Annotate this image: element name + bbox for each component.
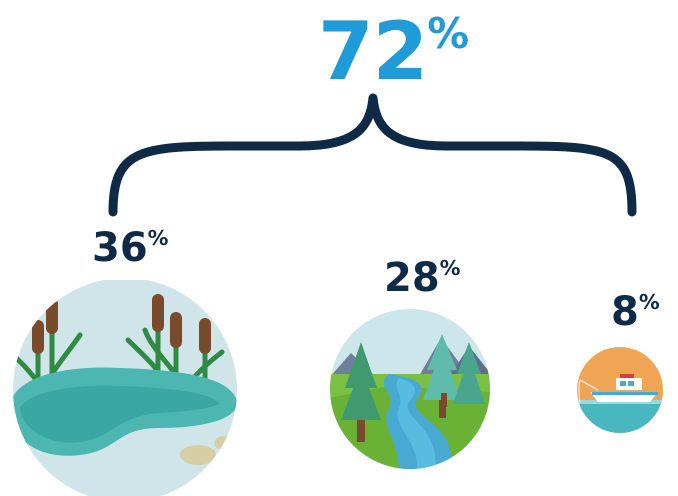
river-unit: % <box>439 256 461 281</box>
river-forest-icon <box>330 309 490 469</box>
total-value: 72 <box>318 5 428 98</box>
river-value: 28 <box>384 255 440 301</box>
river-percentage: 28% <box>384 258 461 298</box>
wetland-value: 36 <box>92 225 148 271</box>
total-percentage: 72% <box>318 8 469 92</box>
wetland-percentage: 36% <box>92 228 169 268</box>
ocean-unit: % <box>638 290 660 315</box>
boat-ocean-icon <box>577 347 663 433</box>
wetland-unit: % <box>147 226 169 251</box>
ocean-value: 8 <box>611 289 639 335</box>
wetland-cattails-icon <box>13 280 237 496</box>
total-unit: % <box>427 8 469 58</box>
ocean-percentage: 8% <box>611 292 660 332</box>
